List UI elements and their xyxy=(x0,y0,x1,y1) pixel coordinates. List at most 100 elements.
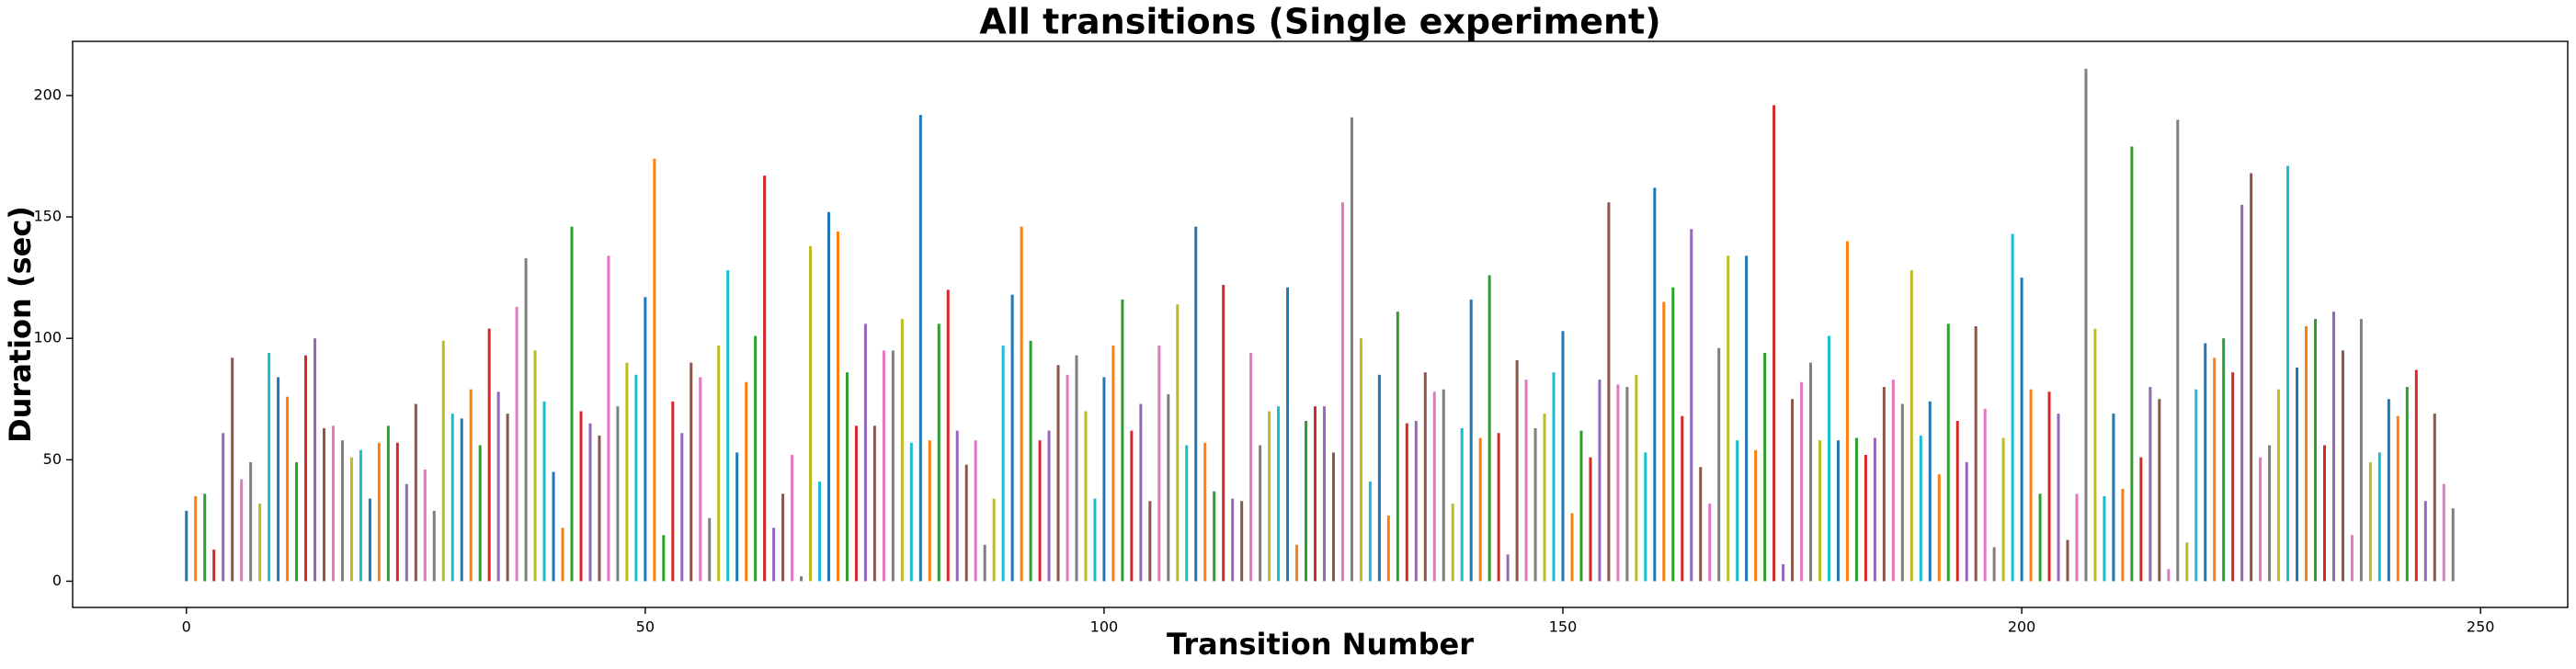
bar xyxy=(662,535,666,582)
bar xyxy=(1965,461,1968,582)
bar xyxy=(1460,427,1464,582)
bar xyxy=(240,479,244,582)
bar xyxy=(1396,312,1399,582)
bar xyxy=(1423,372,1427,582)
bar xyxy=(1955,421,1959,582)
bar xyxy=(185,510,188,582)
bar xyxy=(1974,325,1978,582)
bar xyxy=(2268,445,2272,582)
bar xyxy=(2194,389,2198,582)
x-tick-label: 0 xyxy=(182,618,191,636)
bar xyxy=(1589,457,1592,582)
bar xyxy=(2066,539,2069,582)
bar xyxy=(460,418,463,582)
bar xyxy=(222,433,225,582)
bar xyxy=(405,483,408,582)
bar xyxy=(1377,374,1381,582)
bar xyxy=(231,357,234,582)
bar xyxy=(2442,483,2445,582)
bar xyxy=(1029,340,1032,582)
bar xyxy=(432,510,436,582)
bar xyxy=(2093,328,2097,582)
bar xyxy=(2423,501,2427,582)
bar xyxy=(763,176,767,582)
bar xyxy=(607,255,610,582)
bar xyxy=(1139,403,1143,582)
bar xyxy=(1130,430,1134,582)
bar xyxy=(1203,442,1207,582)
bar xyxy=(359,449,362,582)
bar xyxy=(1093,498,1097,582)
bar xyxy=(699,377,702,582)
bar xyxy=(983,544,986,582)
bar xyxy=(1305,421,1308,582)
bar xyxy=(2259,457,2263,582)
bar xyxy=(377,442,381,582)
bar xyxy=(2011,233,2014,582)
bar xyxy=(1157,346,1161,582)
bar xyxy=(1653,187,1657,582)
x-axis-label: Transition Number xyxy=(1167,627,1474,662)
bar xyxy=(1782,563,1785,582)
bar xyxy=(286,396,290,582)
bar xyxy=(2250,173,2253,582)
bar xyxy=(2001,437,2005,582)
bar xyxy=(863,323,867,582)
bar xyxy=(469,389,473,582)
bar xyxy=(295,461,299,582)
bar xyxy=(708,517,712,582)
x-tick-label: 100 xyxy=(1090,618,1119,636)
bar xyxy=(203,493,207,582)
bar xyxy=(1469,299,1473,582)
bar xyxy=(1533,427,1537,582)
bar xyxy=(836,231,839,582)
bar xyxy=(1368,482,1372,582)
bar xyxy=(1791,399,1795,582)
bar xyxy=(1020,226,1023,582)
bar xyxy=(2112,414,2115,582)
bar xyxy=(1827,335,1830,582)
bar xyxy=(1717,347,1721,582)
bar xyxy=(1736,440,1739,582)
bar xyxy=(1194,226,1198,582)
bar xyxy=(2240,204,2244,582)
bar xyxy=(2368,461,2372,582)
bar xyxy=(1763,353,1767,582)
bar xyxy=(1295,544,1299,582)
bar xyxy=(625,362,629,582)
bar xyxy=(2047,391,2051,582)
bar xyxy=(2433,414,2436,582)
bar xyxy=(368,498,371,582)
bar xyxy=(1442,389,1445,582)
bar xyxy=(964,464,968,582)
bar xyxy=(992,498,996,582)
bar xyxy=(717,346,721,582)
bar xyxy=(2451,508,2455,582)
bar xyxy=(1047,430,1051,582)
bar xyxy=(1570,513,1574,582)
bar xyxy=(2075,493,2079,582)
bar xyxy=(542,401,546,582)
bar xyxy=(515,306,519,582)
bar xyxy=(249,461,253,582)
bar xyxy=(386,425,390,582)
bar xyxy=(1386,516,1390,582)
bar xyxy=(1331,452,1335,582)
plot-frame xyxy=(72,40,2569,608)
bar xyxy=(2020,278,2023,582)
bar xyxy=(1451,503,1454,582)
bar xyxy=(2387,399,2390,582)
bar xyxy=(1818,440,1821,582)
bar xyxy=(2331,312,2335,582)
bar xyxy=(1727,255,1730,582)
bar xyxy=(882,350,885,582)
y-tick-label: 100 xyxy=(33,329,62,346)
bar xyxy=(653,158,656,582)
bar xyxy=(1213,491,1216,582)
bar xyxy=(2377,452,2381,582)
bar xyxy=(1506,554,1510,582)
bar xyxy=(1928,401,1932,582)
x-tick-label: 150 xyxy=(1549,618,1578,636)
bar xyxy=(955,430,959,582)
